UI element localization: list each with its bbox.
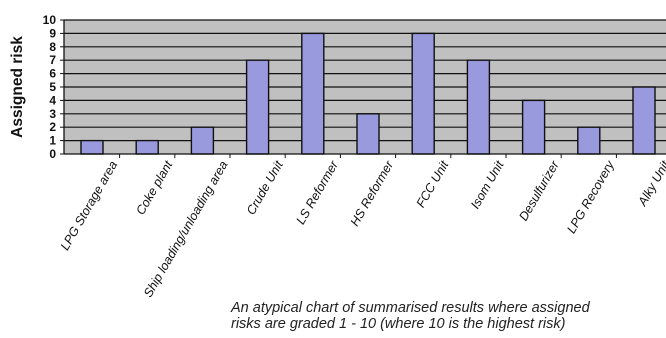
- x-tick-label: Alky Unit: [635, 158, 666, 209]
- bar: [356, 113, 380, 155]
- caption: An atypical chart of summarised results …: [231, 300, 666, 332]
- bars: [80, 32, 656, 155]
- x-tick-label: FCC Unit: [414, 158, 452, 210]
- y-axis-label: Assigned risk: [9, 36, 26, 138]
- caption-line-2: risks are graded 1 - 10 (where 10 is the…: [231, 316, 566, 332]
- x-tick-label: LS Reformer: [293, 158, 341, 227]
- bar: [135, 139, 159, 155]
- y-tick-label: 2: [49, 120, 56, 134]
- x-tick-label: HS Reformer: [348, 158, 397, 229]
- x-tick-label: Desulfurizer: [516, 158, 562, 223]
- y-tick-label: 8: [49, 40, 56, 54]
- x-tick-label: Isom Unit: [468, 158, 507, 211]
- bar: [466, 59, 491, 155]
- y-tick-label: 6: [49, 67, 56, 81]
- x-tick-label: LPG Storage area: [58, 158, 121, 252]
- y-tick-label: 5: [49, 80, 56, 94]
- bar: [521, 99, 546, 155]
- y-tick-label: 0: [49, 147, 56, 161]
- y-tick-label: 10: [43, 13, 57, 27]
- y-tick-label: 1: [49, 134, 56, 148]
- bar: [411, 32, 435, 155]
- bar: [301, 32, 325, 155]
- x-tick-label: Crude Unit: [244, 158, 286, 217]
- bar: [190, 126, 215, 155]
- y-tick-label: 7: [49, 53, 56, 67]
- bar: [245, 59, 270, 155]
- caption-line-1: An atypical chart of summarised results …: [231, 300, 590, 316]
- y-tick-label: 9: [49, 26, 56, 40]
- bar: [632, 86, 656, 155]
- x-tick-label: LPG Recovery: [564, 158, 617, 236]
- bar: [577, 126, 601, 155]
- y-tick-label: 4: [49, 93, 56, 107]
- x-tick-label: Coke plant: [133, 158, 175, 217]
- y-tick-label: 3: [49, 107, 56, 121]
- bar: [80, 139, 104, 155]
